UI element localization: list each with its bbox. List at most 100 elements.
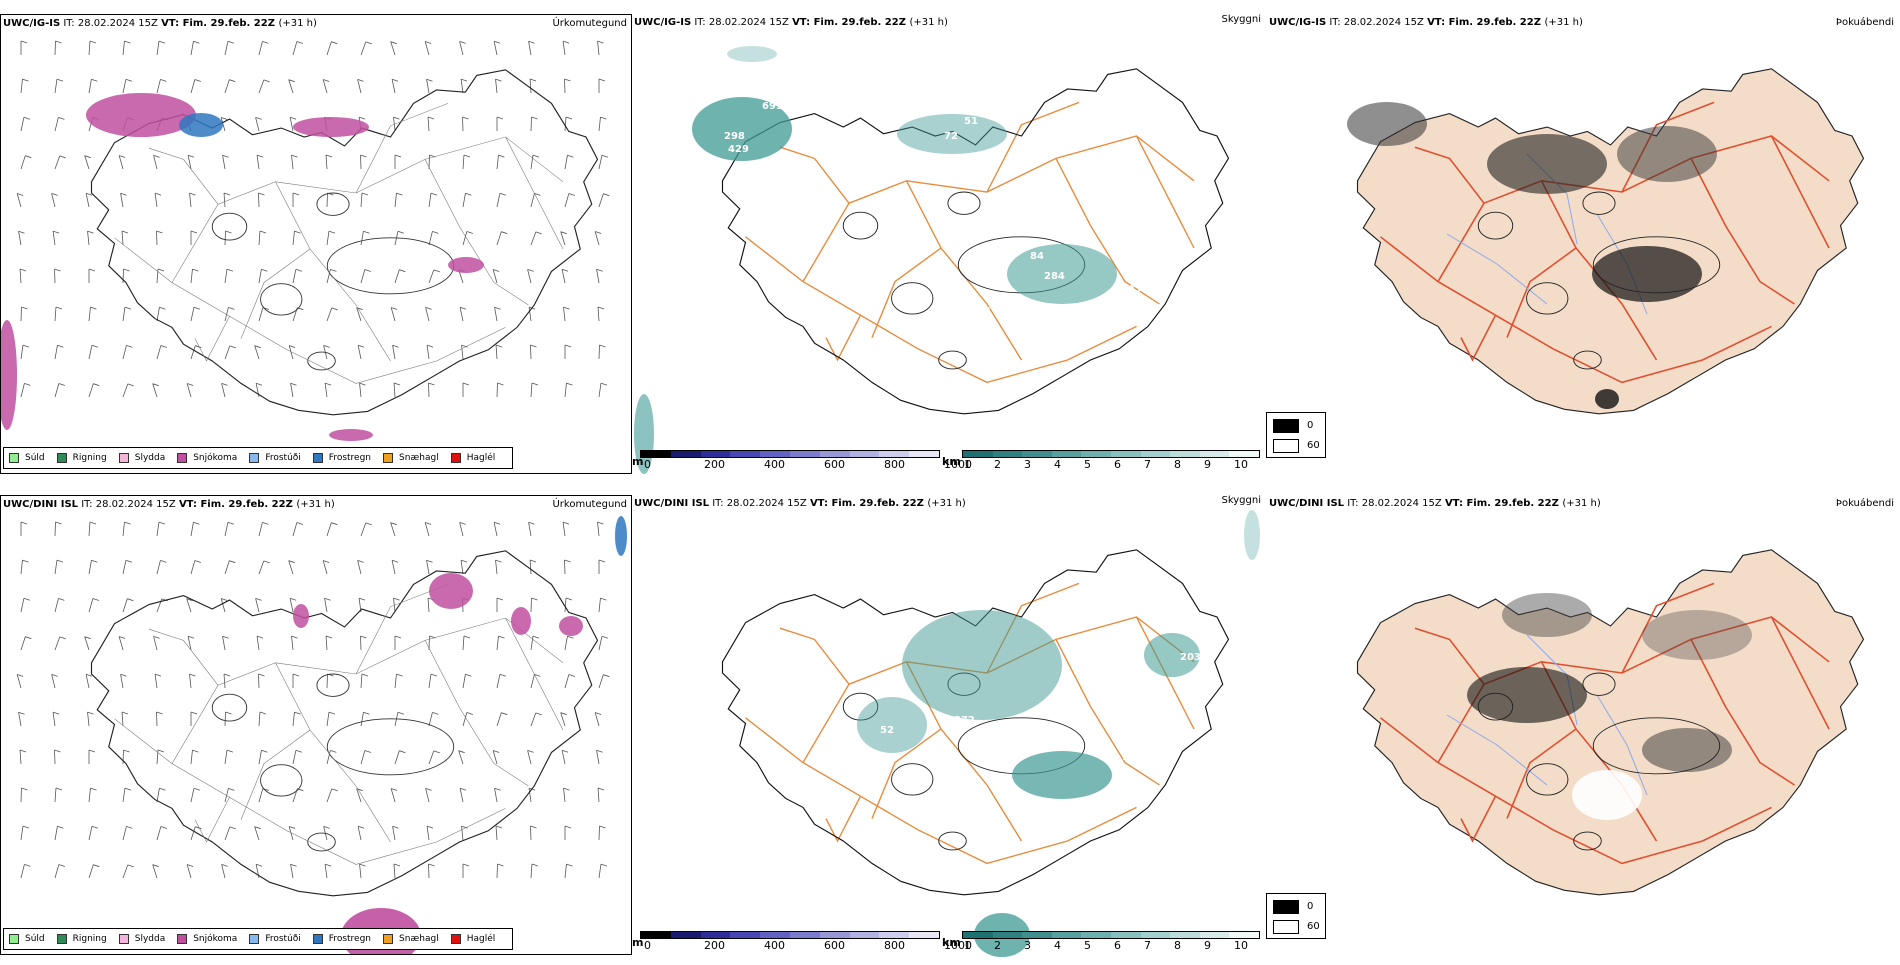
wind-barb [257, 155, 259, 169]
wind-barb [157, 599, 162, 612]
precip-panel-title: Úrkomutegund [552, 18, 627, 29]
wind-barb-flag [293, 674, 299, 676]
road [987, 102, 1079, 192]
iceland-coastline [723, 550, 1229, 895]
wind-barb [599, 383, 601, 397]
wind-barb-flag [501, 713, 507, 715]
wind-barb-flag [123, 750, 129, 752]
wind-barb-flag [567, 636, 573, 638]
init-time: 28.02.2024 15Z [727, 498, 810, 509]
wind-barb [157, 560, 160, 574]
wind-barb-flag [426, 788, 432, 790]
wind-barb-flag [22, 560, 28, 562]
wind-barb-flag [256, 864, 262, 866]
fog-legend-low-swatch [1273, 439, 1299, 453]
wind-barb-flag [565, 345, 571, 347]
glacier-outline [317, 674, 349, 696]
wind-barb [361, 751, 365, 764]
wind-barb-flag [532, 864, 538, 866]
colorbar-cell [1200, 932, 1230, 938]
visibility-strip [962, 450, 1260, 458]
legend-item: Súld [9, 934, 45, 944]
legend-label: Haglél [467, 934, 496, 944]
cloud-base-label: 72 [944, 131, 958, 142]
wind-barb-flag [24, 598, 30, 600]
wind-barb [191, 788, 194, 802]
glacier-outline [892, 764, 933, 795]
wind-barb [55, 384, 59, 397]
wind-barb-flag [360, 864, 366, 866]
wind-barb-flag [192, 269, 198, 271]
wind-barb [55, 307, 56, 321]
legend-label: Slydda [135, 934, 165, 944]
wind-barb [565, 636, 567, 650]
wind-barb [598, 788, 599, 802]
lead-time: (+31 h) [1562, 498, 1600, 509]
wind-barb [325, 598, 327, 612]
colorbar-cell [760, 451, 790, 457]
fog-area [1595, 389, 1619, 409]
colorbar-cell [641, 932, 671, 938]
wind-barb [52, 674, 55, 688]
wind-barb-flag [126, 79, 132, 81]
wind-barb-flag [52, 193, 58, 195]
init-time-label: IT: [1329, 17, 1344, 28]
wind-barb-flag [530, 560, 536, 562]
wind-barb-flag [57, 826, 63, 828]
wind-barb [327, 231, 329, 245]
legend-swatch [249, 934, 259, 944]
wind-barb [599, 598, 600, 612]
wind-barb-flag [562, 269, 568, 271]
wind-barb-flag [393, 345, 399, 347]
valid-time-label: VT: [179, 499, 201, 510]
wind-barb-flag [566, 864, 572, 866]
wind-barb-flag [293, 193, 299, 195]
wind-barb [191, 80, 195, 93]
legend-item: Haglél [451, 453, 496, 463]
wind-barb [561, 713, 565, 726]
wind-barb [55, 117, 58, 131]
wind-barb-flag [291, 864, 297, 866]
glacier-outlines [212, 674, 454, 851]
cloud-base-label: 298 [724, 131, 745, 142]
wind-barb-flag [325, 864, 331, 866]
wind-barb [358, 345, 361, 359]
wind-barb-flag [225, 712, 231, 714]
wind-barb-flag [460, 522, 466, 524]
wind-barb-flag [290, 598, 296, 600]
legend-label: Haglél [467, 453, 496, 463]
wind-barb-flag [128, 865, 134, 867]
wind-barb-flag [122, 231, 128, 233]
wind-barb-flag [394, 864, 400, 866]
wind-barb [327, 42, 331, 55]
legend-swatch [177, 453, 187, 463]
wind-barb-flag [24, 117, 30, 119]
colorbar-cell [963, 451, 993, 457]
wind-barb-flag [194, 307, 200, 309]
wind-barb [565, 194, 569, 207]
wind-barb [497, 713, 501, 726]
wind-barb-flag [260, 231, 266, 233]
wind-barb-flag [603, 675, 609, 677]
wind-barb [255, 827, 259, 840]
wind-barb [255, 346, 259, 359]
colorbar-cell [963, 932, 993, 938]
legend-item: Rigning [57, 453, 107, 463]
legend-item: Snæhagl [383, 934, 439, 944]
wind-barb [429, 231, 432, 245]
road [276, 182, 391, 361]
wind-barb-flag [569, 675, 575, 677]
wind-barb [89, 599, 93, 612]
wind-barb [89, 345, 92, 359]
wind-barb-flag [91, 560, 97, 562]
init-time-label: IT: [81, 499, 96, 510]
wind-barb-flag [330, 269, 336, 271]
fog-area [1502, 593, 1592, 637]
wind-barb [89, 307, 90, 321]
wind-barb-flag [497, 864, 503, 866]
wind-barb [191, 269, 192, 283]
wind-barb [497, 636, 498, 650]
cloud-base-label: 284 [1044, 271, 1065, 282]
colorbar-cell [671, 451, 701, 457]
